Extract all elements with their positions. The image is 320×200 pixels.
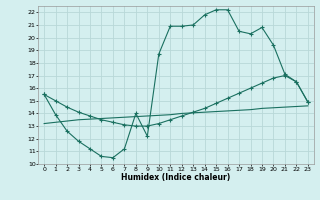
X-axis label: Humidex (Indice chaleur): Humidex (Indice chaleur) [121, 173, 231, 182]
